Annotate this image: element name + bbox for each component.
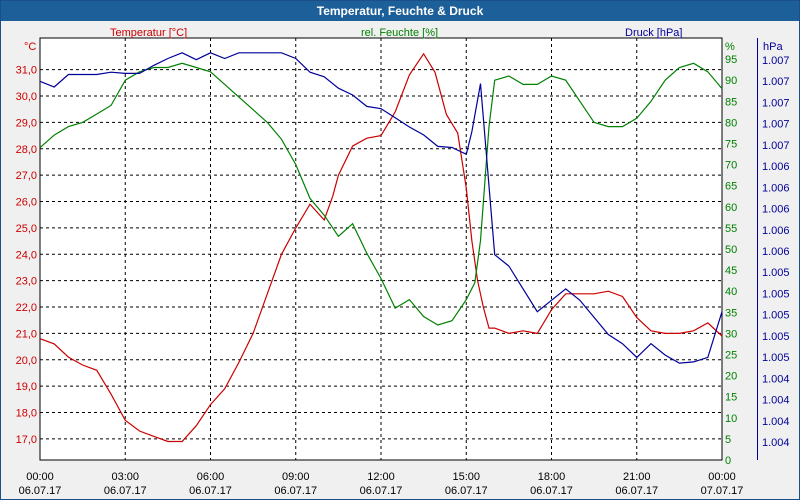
x-tick-time: 09:00 [282,471,310,483]
humidity-tick: 30 [725,328,737,340]
temperature-tick: 31,0 [16,65,37,77]
temperature-tick: 25,0 [16,223,37,235]
x-tick-time: 06:00 [197,471,225,483]
pressure-tick: 1.007 [762,76,790,88]
temperature-series-line [39,52,723,443]
temperature-tick: 23,0 [16,276,37,288]
pressure-tick: 1.006 [762,246,790,258]
pressure-tick: 1.006 [762,161,790,173]
x-tick-time: 21:00 [623,471,651,483]
pressure-tick: 1.004 [762,437,790,449]
humidity-tick: 85 [725,96,737,108]
x-tick-time: 03:00 [111,471,139,483]
temperature-unit: °C [24,41,36,53]
temperature-tick: 19,0 [16,381,37,393]
pressure-tick: 1.004 [762,416,790,428]
pressure-tick: 1.005 [762,331,790,343]
window-title: Temperatur, Feuchte & Druck [1,1,799,21]
x-tick-date: 06.07.17 [274,485,317,497]
humidity-tick: 90 [725,75,737,87]
humidity-tick: 10 [725,413,737,425]
humidity-tick: 5 [725,434,731,446]
tick-labels: 00:00 06.07.17 03:00 06.07.17 06:00 06.07.17 0… [16,54,790,497]
x-tick-date: 06.07.17 [445,485,488,497]
pressure-unit: hPa [763,41,783,53]
humidity-tick: 55 [725,223,737,235]
temperature-tick: 21,0 [16,328,37,340]
pressure-tick: 1.005 [762,310,790,322]
pressure-tick: 1.005 [762,288,790,300]
pressure-tick: 1.007 [762,55,790,67]
temperature-tick: 27,0 [16,170,37,182]
humidity-tick: 65 [725,181,737,193]
humidity-tick: 25 [725,350,737,362]
humidity-tick: 15 [725,392,737,404]
humidity-tick: 35 [725,307,737,319]
humidity-tick: 0 [725,455,731,467]
x-tick-time: 00:00 [708,471,736,483]
temperature-tick: 20,0 [16,355,37,367]
temperature-tick: 28,0 [16,144,37,156]
humidity-tick: 40 [725,286,737,298]
temperature-tick: 17,0 [16,434,37,446]
humidity-tick: 80 [725,117,737,129]
temperature-tick: 22,0 [16,302,37,314]
pressure-series-line [39,52,723,364]
temperature-tick: 26,0 [16,197,37,209]
pressure-tick: 1.007 [762,97,790,109]
temperature-tick: 29,0 [16,117,37,129]
humidity-series-line [39,62,723,326]
pressure-tick: 1.006 [762,225,790,237]
x-tick-time: 12:00 [367,471,395,483]
series-layer [39,52,723,443]
x-tick-date: 07.07.17 [701,485,744,497]
temperature-tick: 30,0 [16,91,37,103]
x-tick-date: 06.07.17 [615,485,658,497]
humidity-axis-label: rel. Feuchte [%] [361,27,438,39]
temperature-axis-label: Temperatur [°C] [110,27,187,39]
pressure-tick: 1.004 [762,373,790,385]
humidity-tick: 20 [725,371,737,383]
x-tick-time: 00:00 [26,471,54,483]
humidity-tick: 50 [725,244,737,256]
pressure-axis-label: Druck [hPa] [625,27,682,39]
pressure-axis-line [757,38,758,460]
x-tick-date: 06.07.17 [189,485,232,497]
humidity-tick: 75 [725,139,737,151]
pressure-tick: 1.006 [762,182,790,194]
x-tick-date: 06.07.17 [19,485,62,497]
pressure-tick: 1.007 [762,119,790,131]
grid-lines [40,38,722,460]
x-tick-date: 06.07.17 [360,485,403,497]
humidity-tick: 45 [725,265,737,277]
humidity-tick: 95 [725,54,737,66]
pressure-tick: 1.005 [762,352,790,364]
pressure-tick: 1.007 [762,140,790,152]
pressure-tick: 1.006 [762,204,790,216]
x-tick-time: 15:00 [452,471,480,483]
pressure-tick: 1.005 [762,267,790,279]
humidity-tick: 70 [725,160,737,172]
humidity-unit: % [725,41,735,53]
humidity-tick: 60 [725,202,737,214]
pressure-tick: 1.004 [762,395,790,407]
x-tick-date: 06.07.17 [530,485,573,497]
temperature-tick: 18,0 [16,408,37,420]
x-tick-date: 06.07.17 [104,485,147,497]
temperature-tick: 24,0 [16,249,37,261]
x-tick-time: 18:00 [538,471,566,483]
